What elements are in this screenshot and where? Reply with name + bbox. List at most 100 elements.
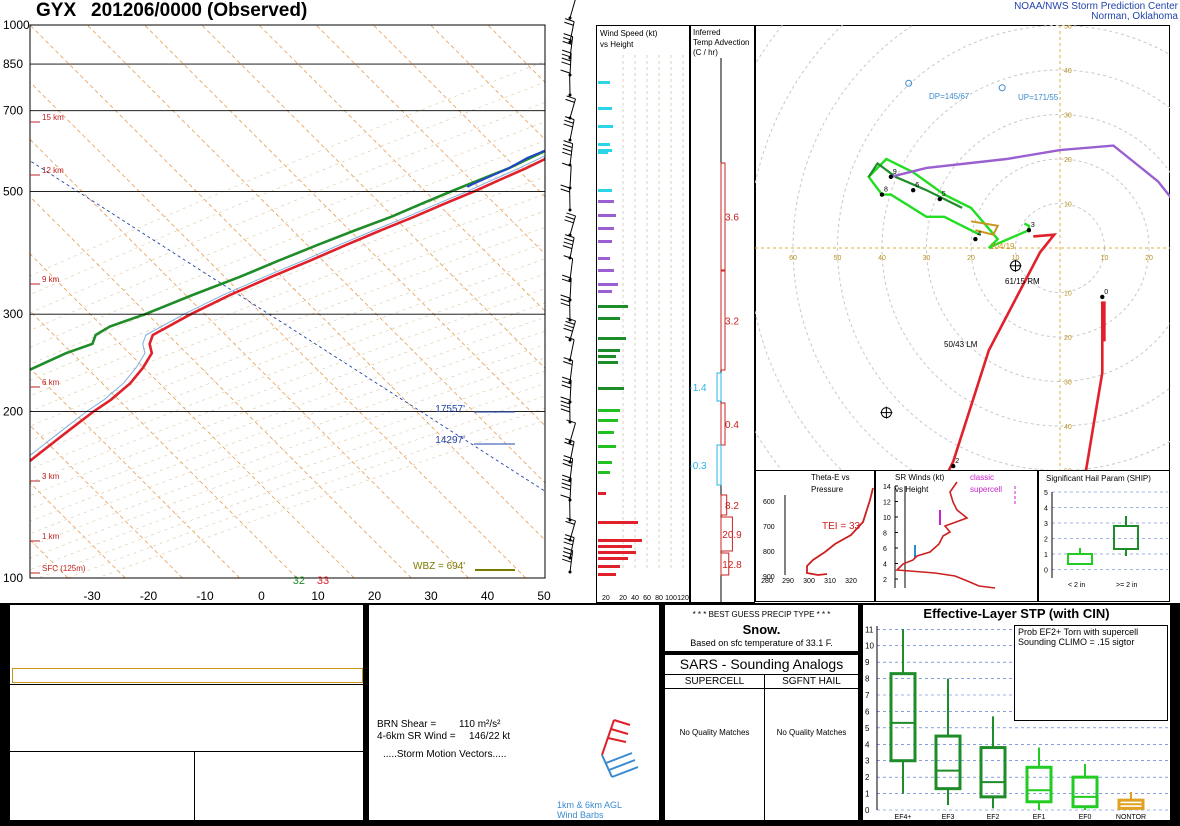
- hodo-height-mark: 8: [884, 187, 888, 194]
- bottom-panel-area: BRN Shear = 110 m²/s² 4-6km SR Wind = 14…: [0, 603, 1180, 826]
- wind-barb: [560, 396, 572, 424]
- sfc-dew-label: 32: [293, 575, 305, 587]
- wind-speed-tick: 80: [655, 595, 663, 602]
- precip-type: Snow.: [742, 622, 781, 637]
- wind-speed-panel: Wind Speed (kt) vs Height 20 40 60 80 100 120…: [596, 25, 690, 603]
- wind-speed-title-1: Wind Speed (kt): [600, 29, 658, 38]
- wind-barb: [560, 494, 572, 522]
- height-label: 15 km: [42, 113, 64, 122]
- wind-speed-bar: [598, 355, 616, 358]
- wind-speed-bar: [598, 81, 610, 84]
- height-label: 6 km: [42, 378, 60, 387]
- srw-title-1: SR Winds (kt): [895, 473, 945, 482]
- wind-barb: [560, 69, 572, 97]
- hodo-y-tick: 20: [1064, 335, 1072, 342]
- tadv-bar: [720, 552, 730, 576]
- hodo-x-tick: 10: [1012, 255, 1020, 262]
- wind-speed-bar: [598, 419, 618, 422]
- annotation-17557: 17557': [435, 404, 465, 415]
- tadv-bar: [716, 444, 722, 486]
- hodo-height-mark: 0: [1104, 289, 1108, 296]
- tadv-value: 3.2: [725, 317, 739, 328]
- tadv-bar: [720, 270, 726, 371]
- precip-title: * * * BEST GUESS PRECIP TYPE * * *: [692, 610, 831, 619]
- stp-box: [979, 716, 1007, 809]
- srw-legend-1: classic: [970, 473, 994, 482]
- thetae-title-1: Theta-E vs: [811, 473, 850, 482]
- hodo-y-tick: 50: [1064, 25, 1072, 31]
- wind-barb: [561, 376, 572, 404]
- stp-box: [1071, 764, 1099, 810]
- wind-speed-bar: [598, 471, 610, 474]
- wind-barb: [561, 474, 572, 502]
- stp-y-tick: 10: [865, 642, 874, 651]
- wind-speed-bar: [598, 461, 612, 464]
- hodo-y-tick: 50: [1064, 469, 1072, 472]
- stp-category: EF2: [987, 814, 1000, 820]
- ship-category: < 2 in: [1068, 582, 1085, 589]
- thetae-y-tick: 800: [763, 549, 775, 556]
- stp-y-tick: 8: [865, 675, 870, 684]
- tadv-bar: [716, 372, 722, 402]
- wind-speed-bar: [598, 189, 612, 192]
- stp-title: Effective-Layer STP (with CIN): [923, 606, 1110, 621]
- temp-tick-label: 30: [424, 589, 438, 603]
- wind-barb: [563, 357, 574, 384]
- storm-vectors-title: .....Storm Motion Vectors.....: [383, 749, 507, 760]
- sars-supercell-matches: No Quality Matches: [679, 728, 750, 737]
- srw-y-tick: 2: [883, 577, 887, 584]
- thetae-y-tick: 700: [763, 524, 775, 531]
- up-label: UP=171/55: [1018, 93, 1059, 102]
- wind-barb: [562, 455, 574, 482]
- stp-y-tick: 0: [865, 806, 870, 815]
- stp-y-tick: 11: [865, 625, 874, 634]
- wind-speed-bar: [598, 565, 620, 568]
- stp-category: NONTOR: [1116, 814, 1146, 820]
- thetae-x-tick: 300: [803, 578, 815, 585]
- theta-e-panel: Theta-E vs Pressure 280 290 300 310 320 600 70…: [755, 470, 875, 602]
- wind-speed-bar: [598, 143, 610, 146]
- height-label: 9 km: [42, 275, 60, 284]
- thetae-title-2: Pressure: [811, 485, 844, 494]
- stp-box: [1025, 747, 1053, 810]
- wind-speed-bar: [598, 317, 620, 320]
- rm-label: 61/15 RM: [1005, 277, 1040, 286]
- wind-barb: [566, 419, 576, 444]
- srw-title-2: vs Height: [895, 485, 929, 494]
- stp-y-tick: 5: [865, 724, 870, 733]
- temp-advection-panel: Inferred Temp Advection (C / hr) 3.6 3.2 -…: [690, 25, 755, 603]
- temp-tick-label: 10: [311, 589, 325, 603]
- tadv-title-1: Inferred: [693, 28, 721, 37]
- pressure-label: 850: [3, 57, 23, 71]
- stp-y-tick: 6: [865, 707, 870, 716]
- hodo-height-mark: 9: [893, 169, 897, 176]
- stp-category: EF1: [1033, 814, 1046, 820]
- stp-prob-legend: Prob EF2+ Torn with supercell Sounding C…: [1014, 625, 1168, 721]
- pressure-label: 700: [3, 104, 23, 118]
- thetae-x-tick: 310: [824, 578, 836, 585]
- pressure-label: 300: [3, 307, 23, 321]
- dp-label: DP=145/67: [929, 92, 970, 101]
- sounding-status: (Observed): [207, 0, 308, 21]
- height-label: 3 km: [42, 472, 60, 481]
- sr46-value: 146/22 kt: [469, 731, 511, 742]
- wind-speed-bar: [598, 431, 614, 434]
- temp-tick-label: 0: [258, 589, 265, 603]
- lm-label: 50/43 LM: [944, 340, 978, 349]
- sars-col-supercell: SUPERCELL: [684, 676, 745, 687]
- wind-speed-bar: [598, 409, 620, 412]
- srw-y-tick: 12: [883, 500, 891, 507]
- ship-y-tick: 2: [1044, 537, 1048, 544]
- ship-category: >= 2 in: [1116, 582, 1138, 589]
- wind-barb: [565, 95, 576, 120]
- wind-speed-bar: [598, 149, 612, 152]
- wind-speed-bar: [598, 361, 618, 364]
- tadv-bar: [720, 402, 726, 446]
- wind-speed-bar: [598, 290, 612, 293]
- wind-barb: [562, 140, 574, 167]
- wind-speed-bar: [598, 269, 614, 272]
- stp-y-tick: 4: [865, 740, 870, 749]
- temperature-trace: [30, 157, 545, 463]
- tadv-value: 0.4: [725, 420, 739, 431]
